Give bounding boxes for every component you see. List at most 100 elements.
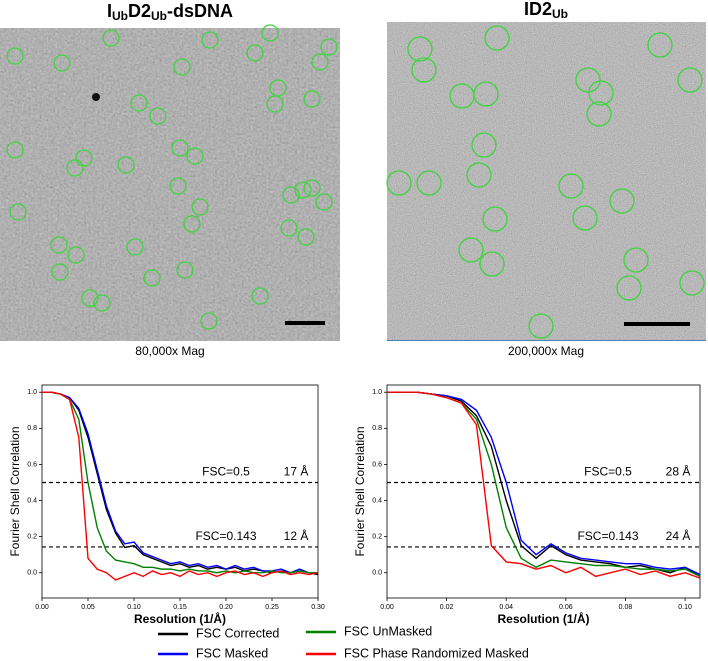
x-tick-label: 0.10 <box>678 604 692 611</box>
particle-circle <box>303 90 321 108</box>
y-tick-label: 0.4 <box>27 497 37 504</box>
title-subscript: Ub <box>552 7 568 21</box>
threshold-label: FSC=0.143 <box>577 529 638 543</box>
particle-circle <box>677 67 703 93</box>
particle-circle <box>315 193 333 211</box>
title-subscript: Ub <box>112 9 128 23</box>
particle-circle <box>647 32 673 58</box>
scale-bar <box>624 322 690 326</box>
particle-circle <box>416 170 442 196</box>
particle-circle <box>473 81 499 107</box>
legend-label: FSC UnMasked <box>344 624 432 638</box>
particle-circle <box>169 177 187 195</box>
title-subscript: Ub <box>151 9 167 23</box>
particle-circle <box>528 313 554 339</box>
particle-circle <box>126 238 144 256</box>
particle-circle <box>588 80 614 106</box>
particle-circle <box>311 53 329 71</box>
fsc-line <box>387 391 701 576</box>
x-tick-label: 0.10 <box>127 604 141 611</box>
particle-circle <box>6 47 24 65</box>
x-tick-label: 0.02 <box>440 604 454 611</box>
particle-circle <box>75 149 93 167</box>
y-axis-label: Fourier Shell Correlation <box>353 426 367 556</box>
y-axis-label: Fourier Shell Correlation <box>8 426 22 556</box>
particle-circle <box>282 186 300 204</box>
particle-circle <box>149 107 167 125</box>
particle-circle <box>586 101 612 127</box>
particle-circle <box>173 58 191 76</box>
micrograph-texture <box>387 22 706 341</box>
y-tick-label: 0.8 <box>372 425 382 432</box>
scale-bar <box>285 321 325 325</box>
legend-label: FSC Masked <box>196 646 268 660</box>
legend-label: FSC Phase Randomized Masked <box>344 646 529 660</box>
particle-circle <box>266 95 284 113</box>
y-tick-label: 1.0 <box>27 389 37 396</box>
title-text: ID2 <box>524 0 552 19</box>
particle-circle <box>117 156 135 174</box>
threshold-label: FSC=0.143 <box>195 529 256 543</box>
particle-circle <box>191 198 209 216</box>
threshold-resolution: 24 Å <box>666 528 691 543</box>
particle-circle <box>9 203 27 221</box>
threshold-label: FSC=0.5 <box>202 465 250 479</box>
x-tick-label: 0.05 <box>81 604 95 611</box>
threshold-resolution: 12 Å <box>284 528 309 543</box>
particle-circle <box>294 181 312 199</box>
particle-circle <box>200 312 218 330</box>
threshold-label: FSC=0.5 <box>584 465 632 479</box>
x-axis-label: Resolution (1/Å) <box>134 611 226 626</box>
particle-circle <box>50 236 68 254</box>
particle-circle <box>261 24 279 42</box>
particle-circle <box>176 261 194 279</box>
y-tick-label: 0.6 <box>372 461 382 468</box>
particle-circle <box>572 205 598 231</box>
x-axis-label: Resolution (1/Å) <box>498 611 590 626</box>
particle-circle <box>67 246 85 264</box>
ice-contaminant <box>92 93 100 101</box>
title-text: I <box>107 1 112 21</box>
particle-circle <box>471 132 497 158</box>
panel-title: ID2Ub <box>524 0 568 21</box>
fsc-line <box>42 391 318 574</box>
particle-circle <box>623 247 649 273</box>
y-tick-label: 0.0 <box>372 570 382 577</box>
x-tick-label: 0.00 <box>380 604 394 611</box>
legend-label: FSC Corrected <box>196 626 279 640</box>
particle-circle <box>303 179 321 197</box>
particle-circle <box>679 270 705 296</box>
particle-circle <box>130 94 148 112</box>
particle-circle <box>201 31 219 49</box>
particle-circle <box>466 162 492 188</box>
particle-circle <box>171 139 189 157</box>
particle-circle <box>6 141 24 159</box>
particle-circle <box>246 44 264 62</box>
particle-circle <box>616 275 642 301</box>
y-tick-label: 0.4 <box>372 497 382 504</box>
particle-circle <box>280 219 298 237</box>
x-tick-label: 0.08 <box>619 604 633 611</box>
particle-circle <box>297 228 315 246</box>
particle-circle <box>482 206 508 232</box>
panel-caption: 200,000x Mag <box>508 344 584 358</box>
particle-circle <box>251 287 269 305</box>
particle-circle <box>186 147 204 165</box>
x-tick-label: 0.30 <box>311 604 325 611</box>
particle-circle <box>81 289 99 307</box>
x-tick-label: 0.04 <box>499 604 513 611</box>
x-tick-label: 0.15 <box>173 604 187 611</box>
particle-circle <box>102 29 120 47</box>
particle-circle <box>411 57 437 83</box>
panel-caption: 80,000x Mag <box>135 344 204 358</box>
particle-circle <box>479 251 505 277</box>
particle-circle <box>51 263 69 281</box>
threshold-resolution: 17 Å <box>284 464 309 479</box>
threshold-resolution: 28 Å <box>666 464 691 479</box>
particle-circle <box>386 170 412 196</box>
y-tick-label: 0.6 <box>27 461 37 468</box>
y-tick-label: 0.8 <box>27 425 37 432</box>
x-tick-label: 0.00 <box>35 604 49 611</box>
